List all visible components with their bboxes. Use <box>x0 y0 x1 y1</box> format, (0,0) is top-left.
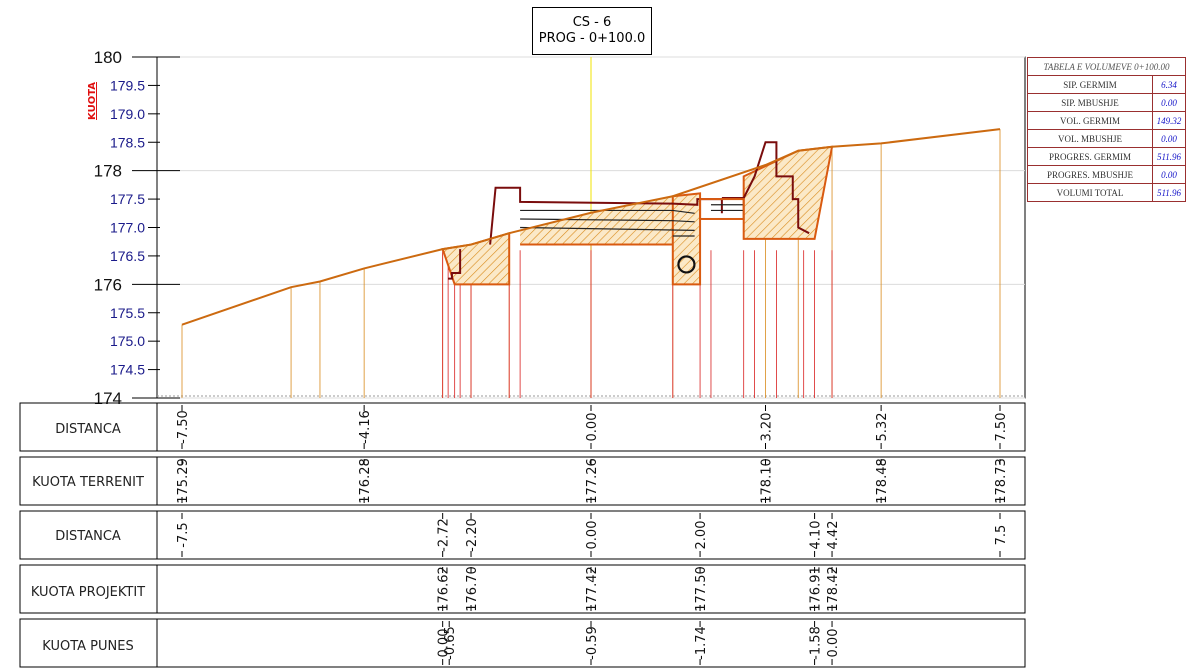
band-value: -0.59 <box>585 626 600 660</box>
band-value: 7.50 <box>994 413 1009 442</box>
band-value: 175.29 <box>176 458 191 504</box>
tick-label: 178.5 <box>110 134 145 150</box>
band-label-kuota-punes: KUOTA PUNES <box>42 639 134 654</box>
band-value: 5.32 <box>875 413 890 442</box>
band-value: 7.5 <box>994 525 1009 546</box>
band-value: 178.10 <box>760 458 775 504</box>
volume-row: VOL. GERMIM 149.32 <box>1027 111 1186 130</box>
volume-row: VOLUMI TOTAL 511.96 <box>1027 183 1186 202</box>
tick-label: 177.0 <box>110 220 145 236</box>
band-value: -2.72 <box>437 518 452 552</box>
band-value: 0.00 <box>437 629 452 658</box>
band-value: -7.5 <box>176 522 191 547</box>
band-label-kuota-terrenit: KUOTA TERRENIT <box>32 475 144 490</box>
band-value: 0.00 <box>826 629 841 658</box>
band-value: 176.28 <box>358 458 373 504</box>
tick-label: 175.5 <box>110 305 145 321</box>
band-value: 177.50 <box>694 566 709 612</box>
tick-label: 178 <box>94 162 122 181</box>
tick-label: 176.5 <box>110 248 145 264</box>
band-value: -1.58 <box>809 626 824 660</box>
tick-label: 177.5 <box>110 191 145 207</box>
curb-left <box>448 249 462 280</box>
section-name: CS - 6 <box>572 15 612 30</box>
band-row <box>19 618 1026 668</box>
band-value: 177.26 <box>585 458 600 504</box>
band-value: 178.42 <box>826 566 841 612</box>
band-value: 4.42 <box>826 521 841 550</box>
band-value: 176.91 <box>809 566 824 612</box>
tick-label: 174.5 <box>110 362 145 378</box>
band-label-distanca: DISTANCA <box>55 422 121 437</box>
sidewalk-box <box>699 198 745 220</box>
axis-label: KUOTA <box>87 82 98 120</box>
tick-label: 175.0 <box>110 333 145 349</box>
section-chainage: PROG - 0+100.0 <box>538 31 646 46</box>
band-value: 2.00 <box>694 521 709 550</box>
band-value: 0.00 <box>585 521 600 550</box>
volume-row: PROGRES. GERMIM 511.96 <box>1027 147 1186 166</box>
band-label-kuota-projektit: KUOTA PROJEKTIT <box>30 585 146 600</box>
volume-row: PROGRES. MBUSHJE 0.00 <box>1027 165 1186 184</box>
band-value: -7.50 <box>176 410 191 444</box>
pavement-layer <box>520 226 695 231</box>
tick-label: 180 <box>94 48 122 67</box>
band-row <box>19 564 1026 614</box>
band-value: 176.70 <box>465 566 480 612</box>
band-row <box>19 402 1026 452</box>
pavement-layer <box>520 218 695 223</box>
cut-area-drain <box>671 192 702 286</box>
band-value: -4.16 <box>358 410 373 444</box>
band-value: 176.62 <box>437 566 452 612</box>
terrain-line <box>181 128 1001 326</box>
curb-right <box>721 141 810 235</box>
cut-area-right <box>742 145 834 240</box>
band-row <box>19 456 1026 506</box>
band-value: 177.42 <box>585 566 600 612</box>
volume-row: VOL. MBUSHJE 0.00 <box>1027 129 1186 148</box>
band-value: -0.65 <box>443 626 458 660</box>
band-value: -2.20 <box>465 518 480 552</box>
band-value: 4.10 <box>809 521 824 550</box>
band-value: 3.20 <box>760 413 775 442</box>
volume-row: SIP. GERMIM 6.34 <box>1027 75 1186 94</box>
drain-pipe <box>677 255 696 274</box>
band-label-distanca-2: DISTANCA <box>55 529 121 544</box>
tick-label: 174 <box>94 389 122 408</box>
band-value: 178.48 <box>875 458 890 504</box>
volume-row: SIP. MBUSHJE 0.00 <box>1027 93 1186 112</box>
tick-label: 179.0 <box>110 106 145 122</box>
tick-label: 176 <box>94 275 122 294</box>
section-title-box: CS - 6 PROG - 0+100.0 <box>532 7 652 55</box>
band-value: 178.73 <box>994 458 1009 504</box>
tick-label: 179.5 <box>110 77 145 93</box>
band-value: 0.00 <box>585 413 600 442</box>
band-value: -1.74 <box>694 626 709 660</box>
volume-table: TABELA E VOLUMEVE 0+100.00 SIP. GERMIM 6.… <box>1027 57 1186 202</box>
pavement-layer <box>520 209 695 214</box>
volume-table-header: TABELA E VOLUMEVE 0+100.00 <box>1027 57 1186 76</box>
band-row <box>19 510 1026 560</box>
